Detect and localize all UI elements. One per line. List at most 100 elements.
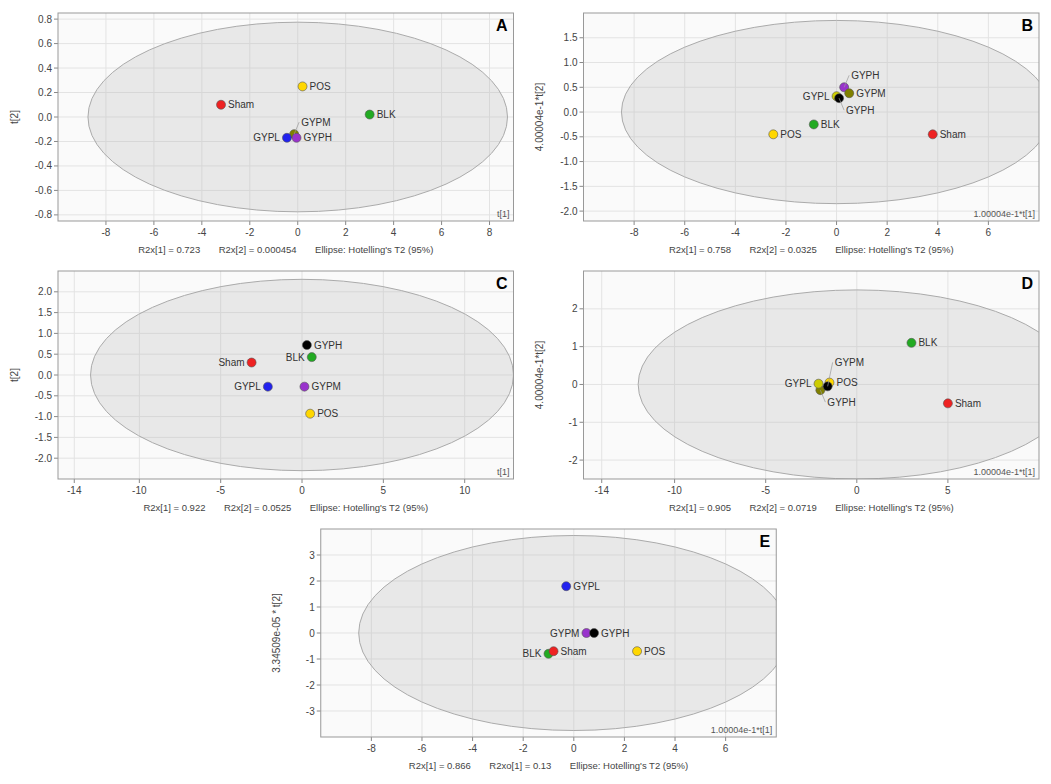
tick-y bbox=[317, 685, 321, 686]
tick-label-x: 4 bbox=[935, 227, 941, 238]
point bbox=[845, 89, 854, 98]
point-label: GYPH bbox=[314, 340, 342, 351]
tick-label-x: 0 bbox=[854, 485, 860, 496]
tick-x bbox=[393, 221, 394, 225]
tick-x bbox=[675, 737, 676, 741]
tick-x bbox=[472, 737, 473, 741]
point-label: Sham bbox=[955, 398, 981, 409]
tick-label-x: 4 bbox=[391, 227, 397, 238]
tick-x bbox=[201, 221, 202, 225]
y-axis-label: 4.00004e-1*t[2] bbox=[534, 83, 545, 152]
tick-label-y: 0.0 bbox=[38, 370, 52, 381]
tick-label-x: 10 bbox=[459, 485, 471, 496]
panel: -14-10-50510-2.0-1.5-1.0-0.50.00.51.01.5… bbox=[9, 271, 514, 513]
tick-label-y: 0.8 bbox=[38, 14, 52, 25]
tick-label-y: 0.0 bbox=[564, 107, 578, 118]
data-layer bbox=[621, 20, 1039, 203]
point bbox=[928, 130, 937, 139]
tick-label-y: -2.0 bbox=[560, 206, 578, 217]
point bbox=[590, 629, 599, 638]
tick-label-y: -2 bbox=[306, 680, 315, 691]
tick-label-x: -2 bbox=[519, 743, 528, 754]
tick-y bbox=[580, 460, 584, 461]
tick-label-y: -0.5 bbox=[35, 390, 53, 401]
point bbox=[298, 82, 307, 91]
tick-x bbox=[674, 479, 675, 483]
axis-annotation: 1.00004e-1*t[1] bbox=[973, 467, 1035, 477]
axis-annotation: 1.00004e-1*t[1] bbox=[711, 725, 773, 735]
tick-y bbox=[54, 214, 58, 215]
tick-y bbox=[54, 43, 58, 44]
point-label: BLK bbox=[286, 352, 305, 363]
leader-line bbox=[820, 390, 825, 402]
tick-label-x: 0 bbox=[571, 743, 577, 754]
tick-x bbox=[785, 221, 786, 225]
tick-y bbox=[580, 308, 584, 309]
tick-label-x: 6 bbox=[439, 227, 445, 238]
point-label: GYPM bbox=[835, 357, 864, 368]
grid bbox=[58, 271, 514, 479]
tick-x bbox=[765, 479, 766, 483]
tick-y bbox=[54, 68, 58, 69]
point-label: BLK bbox=[821, 119, 840, 130]
tick-label-y: 3 bbox=[309, 550, 315, 561]
grid-line-y bbox=[58, 214, 514, 215]
point-labels: GYPLGYPMGYPHBLKShamPOS bbox=[523, 581, 666, 660]
panel-label: D bbox=[1021, 275, 1033, 292]
tick-label-x: -5 bbox=[216, 485, 225, 496]
figure: -8-6-4-202468-0.8-0.6-0.4-0.20.00.20.40.… bbox=[0, 0, 1051, 784]
point-label: GYPL bbox=[785, 378, 812, 389]
y-axis-label: t[2] bbox=[9, 110, 20, 124]
x-axis-label: R2x[1] = 0.758 R2x[2] = 0.0325 Ellipse: … bbox=[669, 244, 954, 255]
tick-y bbox=[54, 165, 58, 166]
hotelling-ellipse bbox=[91, 279, 514, 470]
point-label: BLK bbox=[377, 109, 396, 120]
tick-x bbox=[573, 737, 574, 741]
point bbox=[247, 358, 256, 367]
tick-x bbox=[887, 221, 888, 225]
tick-y bbox=[317, 659, 321, 660]
point-label: GYPH bbox=[827, 397, 855, 408]
tick-x bbox=[988, 221, 989, 225]
tick-label-x: 0 bbox=[299, 485, 305, 496]
tick-label-y: 1.5 bbox=[38, 307, 52, 318]
point-label: BLK bbox=[523, 648, 542, 659]
grid bbox=[58, 13, 514, 221]
point-label: GYPL bbox=[253, 132, 280, 143]
panel: -8-6-4-20246-2.0-1.5-1.0-0.50.00.51.01.5… bbox=[534, 13, 1051, 255]
tick-y bbox=[580, 37, 584, 38]
tick-label-y: 2 bbox=[309, 576, 315, 587]
point bbox=[562, 582, 571, 591]
point bbox=[300, 382, 309, 391]
hotelling-ellipse bbox=[621, 20, 1039, 203]
x-axis-label: R2x[1] = 0.905 R2x[2] = 0.0719 Ellipse: … bbox=[669, 502, 954, 513]
tick-label-y: 0.5 bbox=[564, 82, 578, 93]
tick-y bbox=[580, 211, 584, 212]
point-label: POS bbox=[310, 81, 331, 92]
tick-label-x: 2 bbox=[622, 743, 628, 754]
leader-line bbox=[294, 122, 299, 134]
point bbox=[907, 338, 916, 347]
tick-x bbox=[345, 221, 346, 225]
tick-x bbox=[105, 221, 106, 225]
point bbox=[307, 353, 316, 362]
tick-y bbox=[54, 333, 58, 334]
tick-x bbox=[489, 221, 490, 225]
x-axis-label: R2x[1] = 0.723 R2x[2] = 0.000454 Ellipse… bbox=[138, 244, 433, 255]
tick-label-x: -10 bbox=[132, 485, 147, 496]
point-label: GYPM bbox=[550, 628, 579, 639]
tick-x bbox=[684, 221, 685, 225]
data-layer bbox=[88, 22, 508, 212]
panel-label: A bbox=[496, 17, 508, 34]
tick-y bbox=[580, 161, 584, 162]
tick-label-y: 2 bbox=[572, 303, 578, 314]
tick-label-y: -1 bbox=[569, 417, 578, 428]
tick-label-y: -1.0 bbox=[560, 156, 578, 167]
tick-label-x: -4 bbox=[468, 743, 477, 754]
tick-label-y: -0.2 bbox=[35, 136, 53, 147]
tick-y bbox=[317, 711, 321, 712]
point-label: Sham bbox=[940, 129, 966, 140]
tick-label-y: -1.5 bbox=[560, 181, 578, 192]
tick-label-y: 0.4 bbox=[38, 63, 52, 74]
tick-label-y: 1.0 bbox=[564, 57, 578, 68]
